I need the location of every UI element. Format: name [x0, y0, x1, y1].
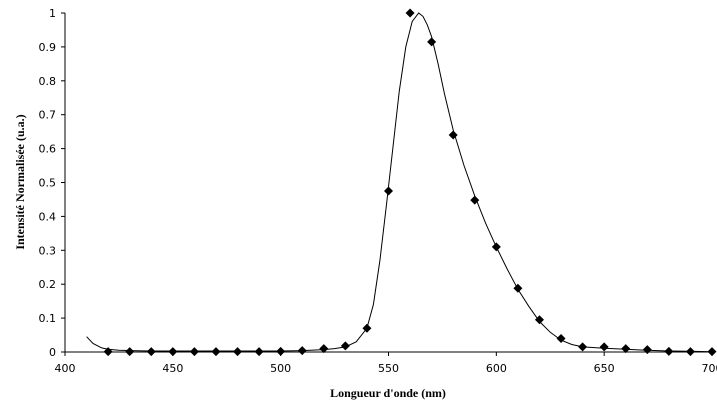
x-tick-label: 600 [486, 362, 507, 375]
y-tick-label: 0.8 [39, 75, 57, 88]
y-tick-label: 1 [49, 7, 56, 20]
y-tick-label: 0 [49, 346, 56, 359]
y-tick-label: 0.7 [39, 109, 57, 122]
x-tick-label: 700 [702, 362, 717, 375]
data-point [427, 37, 437, 47]
x-tick-label: 400 [55, 362, 76, 375]
axes [61, 12, 713, 356]
x-tick-label: 650 [594, 362, 615, 375]
data-point [319, 344, 329, 354]
data-point [556, 333, 566, 343]
y-tick-label: 0.5 [39, 177, 57, 190]
data-point [685, 347, 695, 357]
y-tick-label: 0.4 [39, 210, 57, 223]
data-point [707, 347, 717, 357]
data-point [534, 315, 544, 325]
x-axis-label: Longueur d'onde (nm) [330, 386, 446, 400]
y-tick-label: 0.2 [39, 278, 57, 291]
x-tick-label: 500 [270, 362, 291, 375]
data-point [384, 186, 393, 196]
data-markers [103, 8, 717, 357]
y-tick-label: 0.1 [39, 312, 57, 325]
data-point [642, 345, 652, 355]
data-point [491, 242, 501, 252]
data-point [189, 347, 199, 357]
fitted-curve [86, 12, 713, 353]
data-point [297, 346, 307, 356]
data-point [146, 347, 156, 357]
y-tick-label: 0.3 [39, 244, 57, 257]
data-point [405, 8, 415, 18]
y-tick-label: 0.6 [39, 143, 57, 156]
data-point [448, 130, 458, 140]
data-point [211, 347, 221, 357]
data-point [470, 195, 480, 205]
fitted-curve-line [86, 12, 713, 353]
x-tick-labels: 400 450 500 550 600 650 700 [55, 362, 717, 375]
data-point [233, 347, 243, 357]
data-point [664, 346, 674, 356]
x-tick-label: 450 [162, 362, 183, 375]
data-point [168, 347, 178, 357]
y-tick-label: 0.9 [39, 41, 57, 54]
data-point [513, 283, 523, 293]
data-point [599, 342, 609, 352]
data-point [340, 341, 350, 351]
x-tick-label: 550 [378, 362, 399, 375]
data-point [103, 347, 113, 357]
data-point [362, 323, 372, 333]
y-axis-label: Intensité Normalisée (u.a.) [13, 114, 27, 249]
data-point [125, 347, 135, 357]
data-point [578, 342, 588, 352]
data-point [254, 347, 264, 357]
data-point [621, 344, 631, 354]
y-tick-labels: 0 0.1 0.2 0.3 0.4 0.5 0.6 0.7 0.8 0.9 1 [39, 7, 57, 359]
data-point [276, 346, 286, 356]
